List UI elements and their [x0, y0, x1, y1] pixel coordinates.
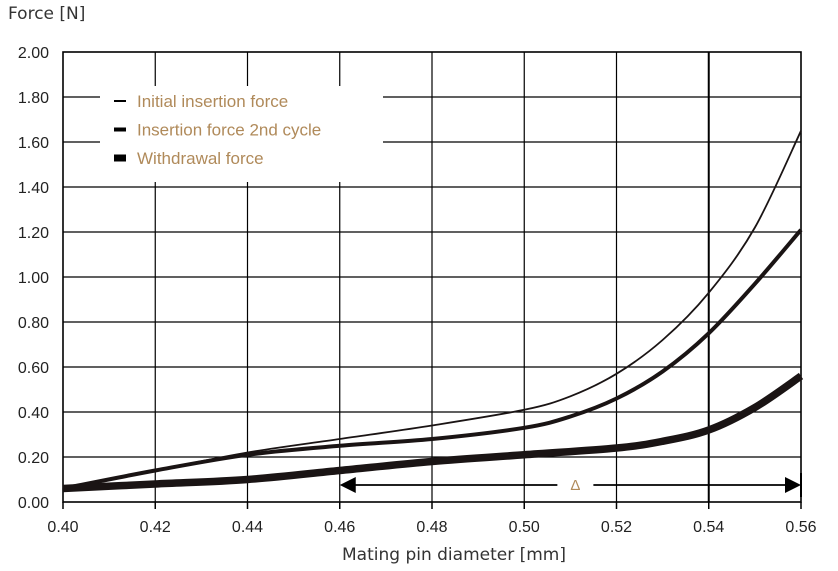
legend-item-insertion-2nd-cycle: Insertion force 2nd cycle: [137, 121, 321, 140]
series-lines: [62, 130, 804, 493]
series-insertion-2nd-cycle-line: [62, 228, 803, 491]
x-tick-label: 0.44: [232, 519, 263, 536]
legend-swatch: [114, 100, 126, 102]
x-tick-labels: 0.40 0.42 0.44 0.46 0.48 0.50 0.52 0.54 0.56: [47, 502, 817, 536]
x-tick-label: 0.50: [509, 519, 540, 536]
x-tick-label: 0.48: [416, 519, 447, 536]
x-axis-title: Mating pin diameter [mm]: [342, 545, 566, 565]
x-tick-label: 0.54: [693, 519, 724, 536]
delta-label: Δ: [570, 477, 580, 494]
x-tick-label: 0.42: [140, 519, 171, 536]
y-tick-label: 1.80: [18, 90, 49, 107]
y-axis-title: Force [N]: [8, 4, 86, 24]
x-tick-label: 0.56: [785, 519, 816, 536]
delta-arrowhead-right: [785, 477, 801, 493]
x-tick-label: 0.40: [47, 519, 78, 536]
legend-item-withdrawal: Withdrawal force: [137, 149, 264, 168]
y-tick-label: 0.80: [18, 315, 49, 332]
y-tick-label: 0.60: [18, 360, 49, 377]
y-tick-label: 2.00: [18, 45, 49, 62]
legend-background: [100, 86, 383, 182]
legend-swatch: [114, 127, 126, 132]
series-withdrawal-line: [62, 372, 804, 493]
x-tick-label: 0.46: [324, 519, 355, 536]
y-tick-label: 1.60: [18, 135, 49, 152]
y-tick-label: 1.40: [18, 180, 49, 197]
series-initial-insertion-line: [62, 130, 802, 490]
delta-annotation: Δ: [339, 473, 802, 497]
legend: Initial insertion force Insertion force 2…: [100, 86, 383, 182]
y-tick-label: 1.00: [18, 270, 49, 287]
legend-item-initial-insertion: Initial insertion force: [137, 92, 288, 111]
delta-arrowhead-left: [339, 477, 356, 493]
y-tick-label: 0.20: [18, 450, 49, 467]
y-tick-label: 0.40: [18, 405, 49, 422]
y-tick-label: 1.20: [18, 225, 49, 242]
y-tick-labels: 0.00 0.20 0.40 0.60 0.80 1.00 1.20 1.40 1.60 1.80…: [18, 45, 49, 512]
x-tick-label: 0.52: [601, 519, 632, 536]
y-tick-label: 0.00: [18, 495, 49, 512]
legend-swatch: [114, 154, 126, 162]
grid: [63, 52, 801, 502]
